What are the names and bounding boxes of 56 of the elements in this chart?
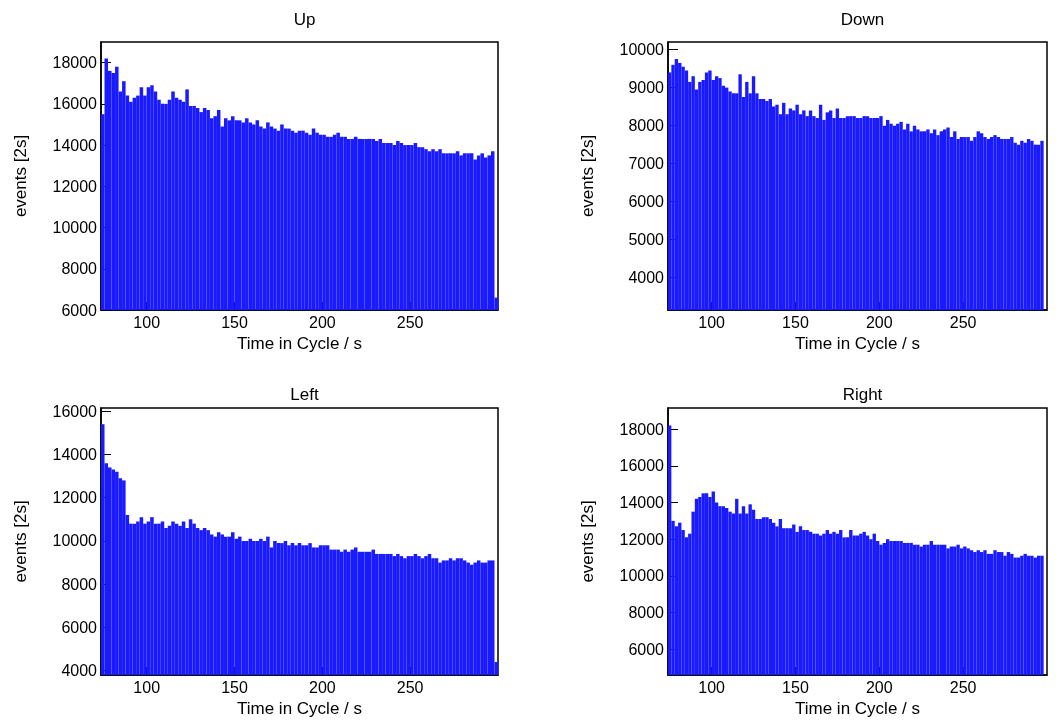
y-tick-label: 8000 [61,575,98,593]
y-tick-label: 10000 [52,532,98,550]
y-tick-label: 7000 [628,155,665,173]
x-tick-label: 200 [308,313,336,331]
x-tick-label: 200 [865,678,893,696]
y-tick-label: 14000 [619,494,665,512]
y-tick-label: 16000 [619,457,665,475]
chart-title: Right [842,385,883,404]
y-tick-label: 16000 [52,95,98,113]
x-tick-label: 200 [865,313,893,331]
y-axis-title: events [2s] [578,500,597,583]
x-tick-label: 100 [133,678,161,696]
x-tick-label: 200 [308,678,336,696]
chart-title: Up [293,10,316,29]
x-tick-label: 150 [782,678,809,696]
y-tick-label: 9000 [628,79,665,97]
y-tick-label: 6000 [628,640,665,658]
x-tick-label: 150 [782,313,809,331]
y-tick-label: 10000 [52,219,98,237]
x-axis-title: Time in Cycle / s [236,698,363,718]
x-tick-label: 100 [698,678,726,696]
y-tick-label: 12000 [52,489,98,507]
x-axis-title: Time in Cycle / s [794,698,921,718]
chart-title: Left [290,385,319,404]
y-tick-label: 5000 [628,231,665,249]
x-tick-label: 250 [396,678,424,696]
y-tick-label: 12000 [52,177,98,195]
y-tick-label: 4000 [61,662,98,680]
y-tick-label: 10000 [619,41,665,59]
chart-title: Down [840,10,885,29]
x-tick-label: 150 [221,678,248,696]
y-tick-label: 4000 [628,269,665,287]
y-tick-label: 8000 [61,260,98,278]
y-tick-label: 14000 [52,136,98,154]
y-tick-label: 6000 [61,301,98,319]
y-axis-title: events [2s] [578,134,597,218]
x-tick-label: 250 [949,313,977,331]
x-axis-title: Time in Cycle / s [236,333,363,353]
y-axis-title: events [2s] [11,134,30,218]
y-tick-label: 18000 [619,420,665,438]
y-tick-label: 18000 [52,54,98,72]
x-tick-label: 250 [396,313,424,331]
y-tick-label: 6000 [628,193,665,211]
x-tick-label: 150 [221,313,248,331]
x-axis-title: Time in Cycle / s [794,333,921,353]
y-tick-label: 16000 [52,402,98,420]
x-tick-label: 250 [949,678,977,696]
x-tick-label: 100 [133,313,161,331]
y-tick-label: 12000 [619,530,665,548]
y-axis-title: events [2s] [11,500,30,583]
y-tick-label: 8000 [628,604,665,622]
y-tick-label: 14000 [52,445,98,463]
x-tick-label: 100 [698,313,726,331]
y-tick-label: 10000 [619,567,665,585]
y-tick-label: 6000 [61,618,98,636]
y-tick-label: 8000 [628,117,665,135]
